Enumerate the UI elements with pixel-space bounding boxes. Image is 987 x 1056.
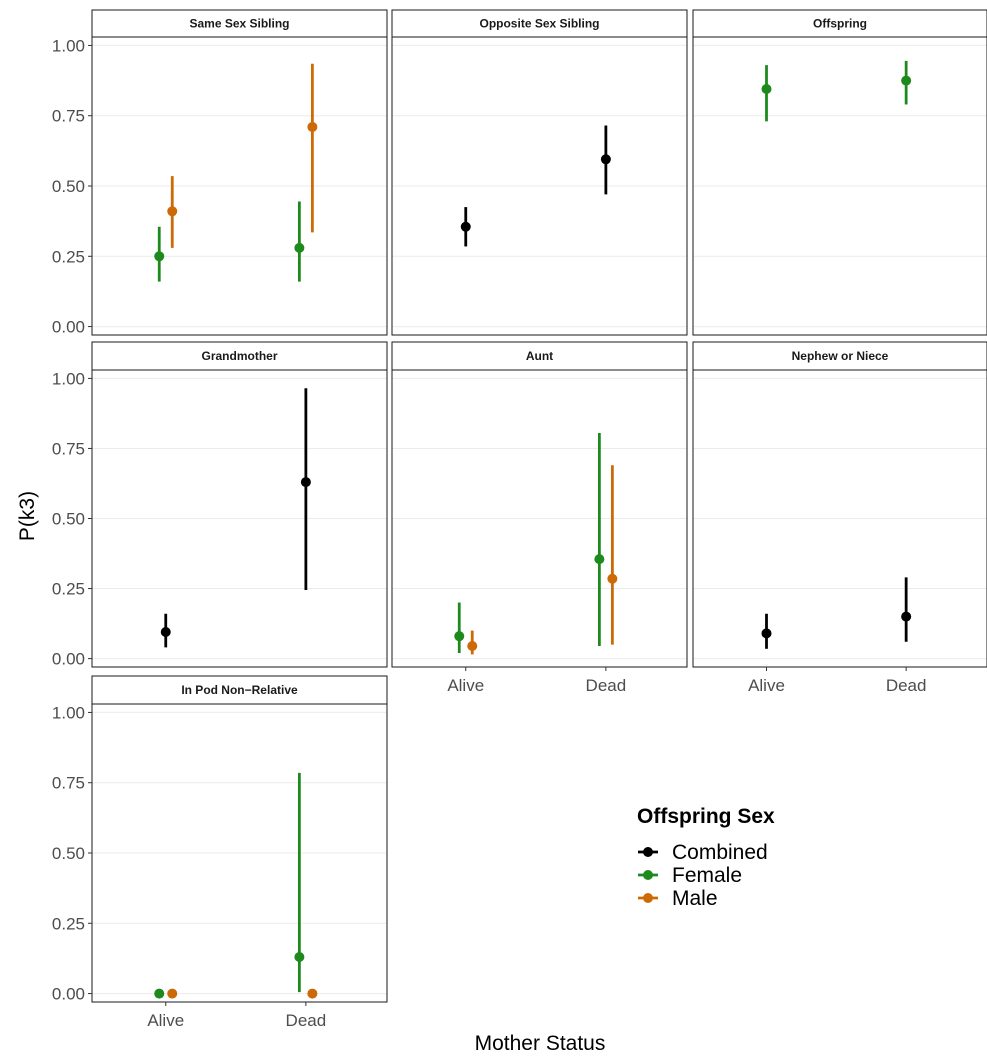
- strip-label-same-sex-sibling: Same Sex Sibling: [189, 17, 289, 31]
- y-tick-label-same-sex-sibling-0: 0.00: [52, 318, 85, 337]
- x-tick-label-aunt-dead: Dead: [586, 676, 627, 695]
- strip-same-sex-sibling: [91, 9, 388, 38]
- point-grandmother-alive-combined: [160, 626, 171, 637]
- y-tick-label-same-sex-sibling-4: 1.00: [52, 36, 85, 55]
- y-tick-label-in-pod-non-relative-3: 0.75: [52, 774, 85, 793]
- y-tick-label-same-sex-sibling-1: 0.25: [52, 247, 85, 266]
- panel-border-nephew-or-niece: [692, 369, 987, 668]
- y-tick-label-grandmother-4: 1.00: [52, 369, 85, 388]
- strip-label-aunt: Aunt: [526, 349, 553, 363]
- point-same-sex-sibling-dead-female: [294, 242, 305, 253]
- y-tick-label-in-pod-non-relative-1: 0.25: [52, 914, 85, 933]
- y-tick-label-in-pod-non-relative-0: 0.00: [52, 985, 85, 1004]
- panel-opposite-sex-sibling: Opposite Sex Sibling: [391, 9, 688, 336]
- legend-key-point-female: [643, 870, 653, 880]
- y-tick-label-in-pod-non-relative-4: 1.00: [52, 703, 85, 722]
- strip-label-opposite-sex-sibling: Opposite Sex Sibling: [479, 17, 599, 31]
- legend-label-male: Male: [672, 887, 718, 910]
- point-nephew-or-niece-alive-combined: [761, 628, 772, 639]
- strip-aunt: [391, 341, 688, 371]
- panel-aunt: Aunt Alive Dead: [391, 341, 688, 695]
- y-tick-label-same-sex-sibling-3: 0.75: [52, 107, 85, 126]
- point-offspring-alive-female: [761, 84, 772, 95]
- strip-label-grandmother: Grandmother: [201, 349, 277, 363]
- y-tick-label-grandmother-3: 0.75: [52, 439, 85, 458]
- legend-key-point-male: [643, 893, 653, 903]
- legend-label-female: Female: [672, 864, 742, 887]
- point-aunt-dead-male: [607, 573, 618, 584]
- strip-label-in-pod-non-relative: In Pod Non−Relative: [181, 683, 298, 697]
- y-tick-label-grandmother-0: 0.00: [52, 650, 85, 669]
- point-aunt-dead-female: [594, 554, 605, 565]
- y-tick-label-grandmother-2: 0.50: [52, 510, 85, 529]
- panel-in-pod-non-relative: In Pod Non−Relative 0.00 0.25 0.50 0.75 1.00 A…: [52, 675, 388, 1030]
- y-tick-label-same-sex-sibling-2: 0.50: [52, 177, 85, 196]
- panel-offspring: Offspring: [692, 9, 987, 336]
- strip-grandmother: [91, 341, 388, 371]
- x-tick-label-aunt-alive: Alive: [447, 676, 484, 695]
- point-in-pod-non-relative-dead-male: [307, 988, 318, 999]
- panel-nephew-or-niece: Nephew or Niece Alive Dead: [692, 341, 987, 695]
- strip-opposite-sex-sibling: [391, 9, 688, 38]
- strip-nephew-or-niece: [692, 341, 987, 371]
- point-in-pod-non-relative-dead-female: [294, 952, 305, 963]
- point-opposite-sex-sibling-dead-combined: [600, 154, 611, 165]
- y-axis-title: P(k3): [16, 491, 39, 541]
- panel-border-offspring: [692, 36, 987, 336]
- legend-key-point-combined: [643, 847, 653, 857]
- legend-label-combined: Combined: [672, 841, 768, 864]
- y-tick-label-grandmother-1: 0.25: [52, 580, 85, 599]
- point-in-pod-non-relative-alive-female: [154, 988, 165, 999]
- strip-in-pod-non-relative: [91, 675, 388, 705]
- point-same-sex-sibling-alive-male: [167, 206, 178, 217]
- panel-border-aunt: [391, 369, 688, 668]
- point-same-sex-sibling-alive-female: [154, 251, 165, 262]
- y-tick-label-in-pod-non-relative-2: 0.50: [52, 844, 85, 863]
- point-grandmother-dead-combined: [300, 477, 311, 488]
- point-aunt-alive-male: [467, 640, 478, 651]
- panel-border-opposite-sex-sibling: [391, 36, 688, 336]
- strip-offspring: [692, 9, 987, 38]
- point-nephew-or-niece-dead-combined: [901, 611, 912, 622]
- x-tick-label-nephew-or-niece-alive: Alive: [748, 676, 785, 695]
- strip-label-offspring: Offspring: [813, 17, 867, 31]
- panel-same-sex-sibling: Same Sex Sibling 0.00 0.25 0.50 0.75 1.00: [52, 9, 388, 337]
- point-aunt-alive-female: [454, 631, 465, 642]
- panel-grandmother: Grandmother 0.00 0.25 0.50 0.75 1.00: [52, 341, 388, 669]
- strip-label-nephew-or-niece: Nephew or Niece: [792, 349, 889, 363]
- x-tick-label-in-pod-non-relative-alive: Alive: [147, 1011, 184, 1030]
- x-tick-label-in-pod-non-relative-dead: Dead: [286, 1011, 327, 1030]
- x-tick-label-nephew-or-niece-dead: Dead: [886, 676, 927, 695]
- point-in-pod-non-relative-alive-male: [167, 988, 178, 999]
- point-offspring-dead-female: [901, 75, 912, 86]
- x-axis-title: Mother Status: [475, 1032, 606, 1055]
- facet-panels: Same Sex Sibling 0.00 0.25 0.50 0.75 1.00 Oppo…: [52, 9, 987, 1030]
- legend-title: Offspring Sex: [637, 805, 775, 828]
- point-same-sex-sibling-dead-male: [307, 121, 318, 132]
- point-opposite-sex-sibling-alive-combined: [460, 221, 471, 232]
